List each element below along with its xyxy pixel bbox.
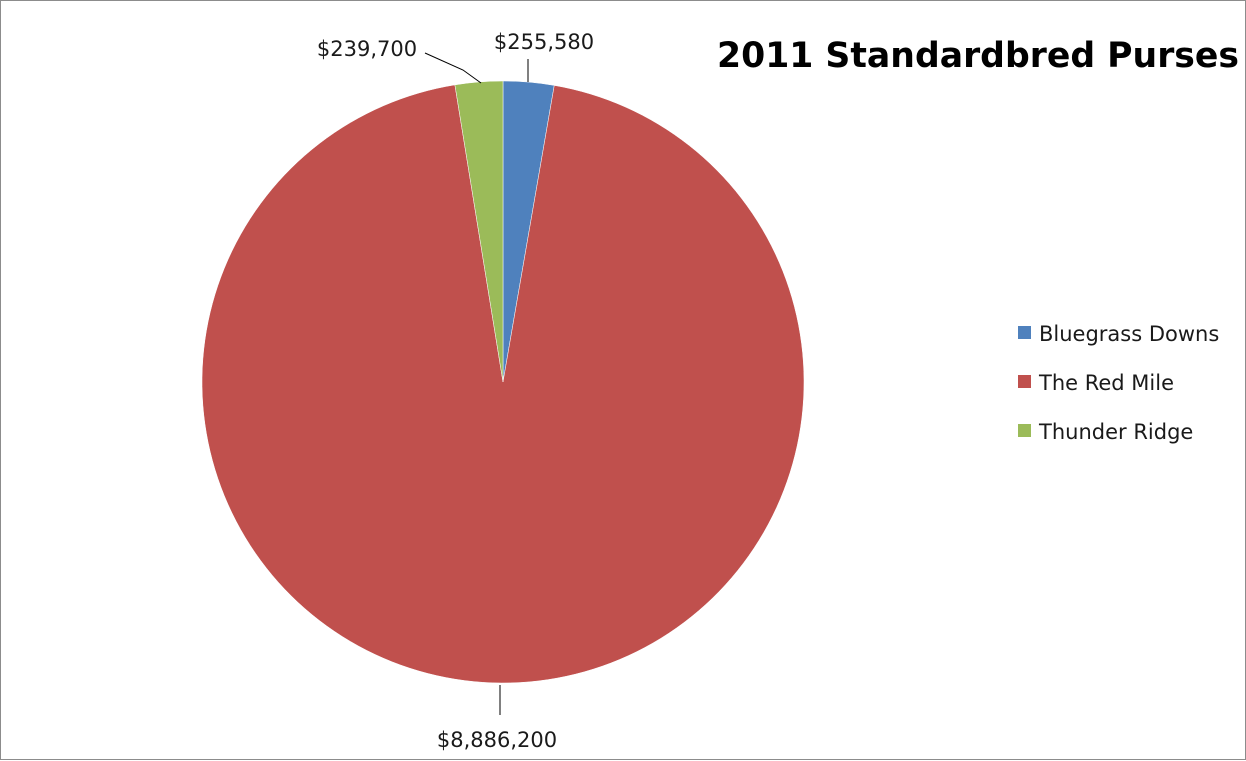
pie-slices [201, 80, 805, 684]
data-label-thunder-ridge: $239,700 [317, 37, 417, 61]
leader-lines [424, 52, 529, 715]
legend-label-bluegrass-downs: Bluegrass Downs [1039, 322, 1219, 346]
legend-label-thunder-ridge: Thunder Ridge [1038, 420, 1193, 444]
legend-swatch-the-red-mile [1018, 375, 1031, 388]
legend-swatch-thunder-ridge [1018, 424, 1031, 437]
data-label-bluegrass-downs: $255,580 [494, 30, 594, 54]
legend-swatch-bluegrass-downs [1018, 326, 1031, 339]
chart-title: 2011 Standardbred Purses [717, 36, 1239, 76]
pie-slice-the-red-mile [201, 84, 805, 684]
leader-line-thunder-ridge [424, 52, 482, 84]
legend: Bluegrass Downs The Red Mile Thunder Rid… [1018, 322, 1219, 444]
legend-label-the-red-mile: The Red Mile [1038, 371, 1174, 395]
data-label-the-red-mile: $8,886,200 [437, 728, 557, 752]
